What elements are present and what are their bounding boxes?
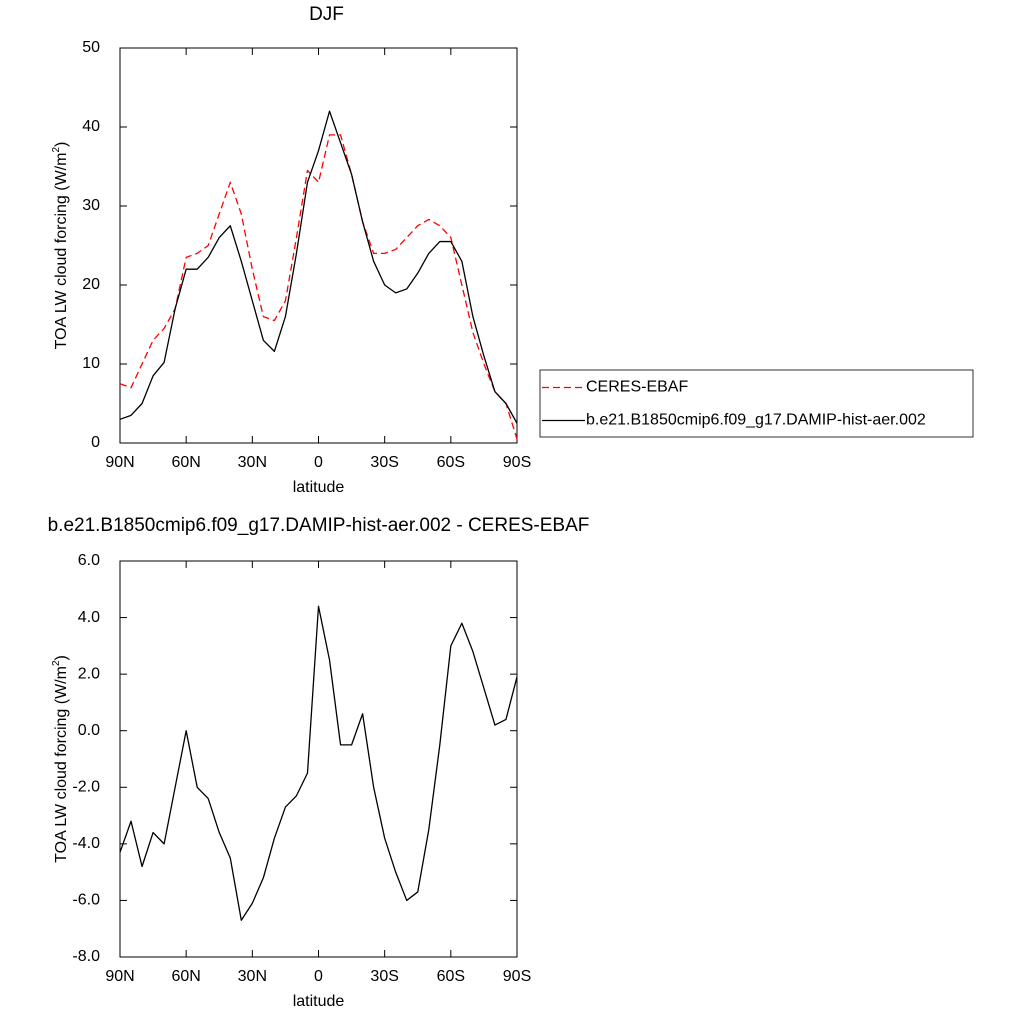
x-axis-label: latitude [293, 993, 345, 1010]
line-series [119, 110, 518, 424]
y-axis-label-text: TOA LW cloud forcing (W/m [53, 153, 70, 350]
y-axis-label-end: ) [53, 142, 70, 147]
x-tick-label: 60N [171, 454, 200, 471]
legend-label: b.e21.B1850cmip6.f09_g17.DAMIP-hist-aer.… [586, 412, 926, 429]
y-tick-label: -4.0 [72, 835, 100, 852]
y-tick-label: -8.0 [72, 948, 100, 965]
x-tick-label: 30N [238, 454, 267, 471]
x-tick-label: 30N [238, 968, 267, 985]
x-axis-label: latitude [293, 479, 345, 496]
y-axis-label-end: ) [53, 655, 70, 660]
x-tick-label: 30S [370, 454, 398, 471]
x-tick-label: 0 [314, 454, 323, 471]
legend-box [539, 369, 974, 438]
x-tick-label: 60N [171, 968, 200, 985]
y-tick-label: 50 [82, 39, 100, 56]
x-tick-label: 30S [370, 968, 398, 985]
y-tick-label: 0 [91, 434, 100, 451]
y-tick-label: 10 [82, 355, 100, 372]
y-tick-label: 4.0 [78, 609, 100, 626]
x-tick-label: 60S [437, 968, 465, 985]
x-tick-label: 90S [503, 454, 531, 471]
y-axis-label-sup: 2 [51, 660, 62, 666]
plot-frame [119, 560, 518, 958]
x-tick-label: 60S [437, 454, 465, 471]
x-tick-label: 0 [314, 968, 323, 985]
y-tick-label: 6.0 [78, 552, 100, 569]
line-series [119, 134, 518, 440]
chart-title: b.e21.B1850cmip6.f09_g17.DAMIP-hist-aer.… [48, 515, 590, 536]
x-tick-label: 90N [105, 968, 134, 985]
y-tick-label: -6.0 [72, 892, 100, 909]
chart-title: DJF [309, 4, 344, 25]
y-axis-label-text: TOA LW cloud forcing (W/m [53, 666, 70, 863]
y-tick-label: 30 [82, 197, 100, 214]
y-axis-label-sup: 2 [51, 147, 62, 153]
y-tick-label: -2.0 [72, 779, 100, 796]
plot-frame [119, 47, 518, 444]
y-tick-label: 40 [82, 118, 100, 135]
y-tick-label: 0.0 [78, 722, 100, 739]
x-tick-label: 90S [503, 968, 531, 985]
x-tick-label: 90N [105, 454, 134, 471]
y-axis-label: TOA LW cloud forcing (W/m2) [51, 142, 71, 350]
legend-label: CERES-EBAF [586, 379, 688, 396]
line-series [119, 605, 518, 921]
y-tick-label: 2.0 [78, 665, 100, 682]
y-tick-label: 20 [82, 276, 100, 293]
y-axis-label: TOA LW cloud forcing (W/m2) [51, 655, 71, 863]
